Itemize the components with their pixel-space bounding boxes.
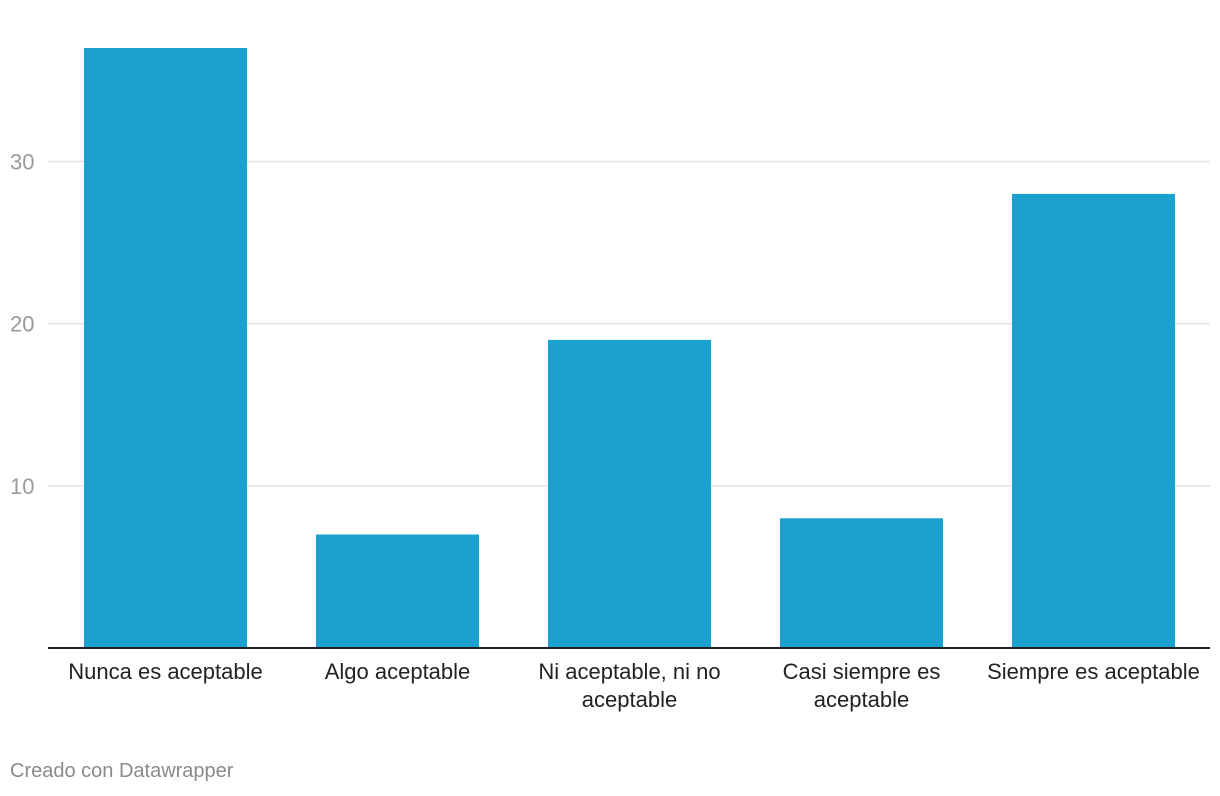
y-tick-label: 20 — [10, 312, 34, 337]
bar — [1012, 193, 1175, 648]
x-category-label: Algo aceptable — [324, 659, 471, 684]
x-category-label: Ni aceptable, ni no aceptable — [538, 659, 721, 712]
bar — [548, 339, 711, 648]
x-category-label: Nunca es aceptable — [68, 659, 263, 684]
x-category-label: Casi siempre es aceptable — [782, 659, 941, 712]
y-tick-label: 30 — [10, 150, 34, 175]
y-tick-label: 10 — [10, 474, 34, 499]
bar — [84, 48, 247, 648]
bar — [780, 518, 943, 648]
bar — [316, 534, 479, 648]
x-category-label: Siempre es aceptable — [987, 659, 1200, 684]
datawrapper-credit: Creado con Datawrapper — [10, 760, 234, 782]
